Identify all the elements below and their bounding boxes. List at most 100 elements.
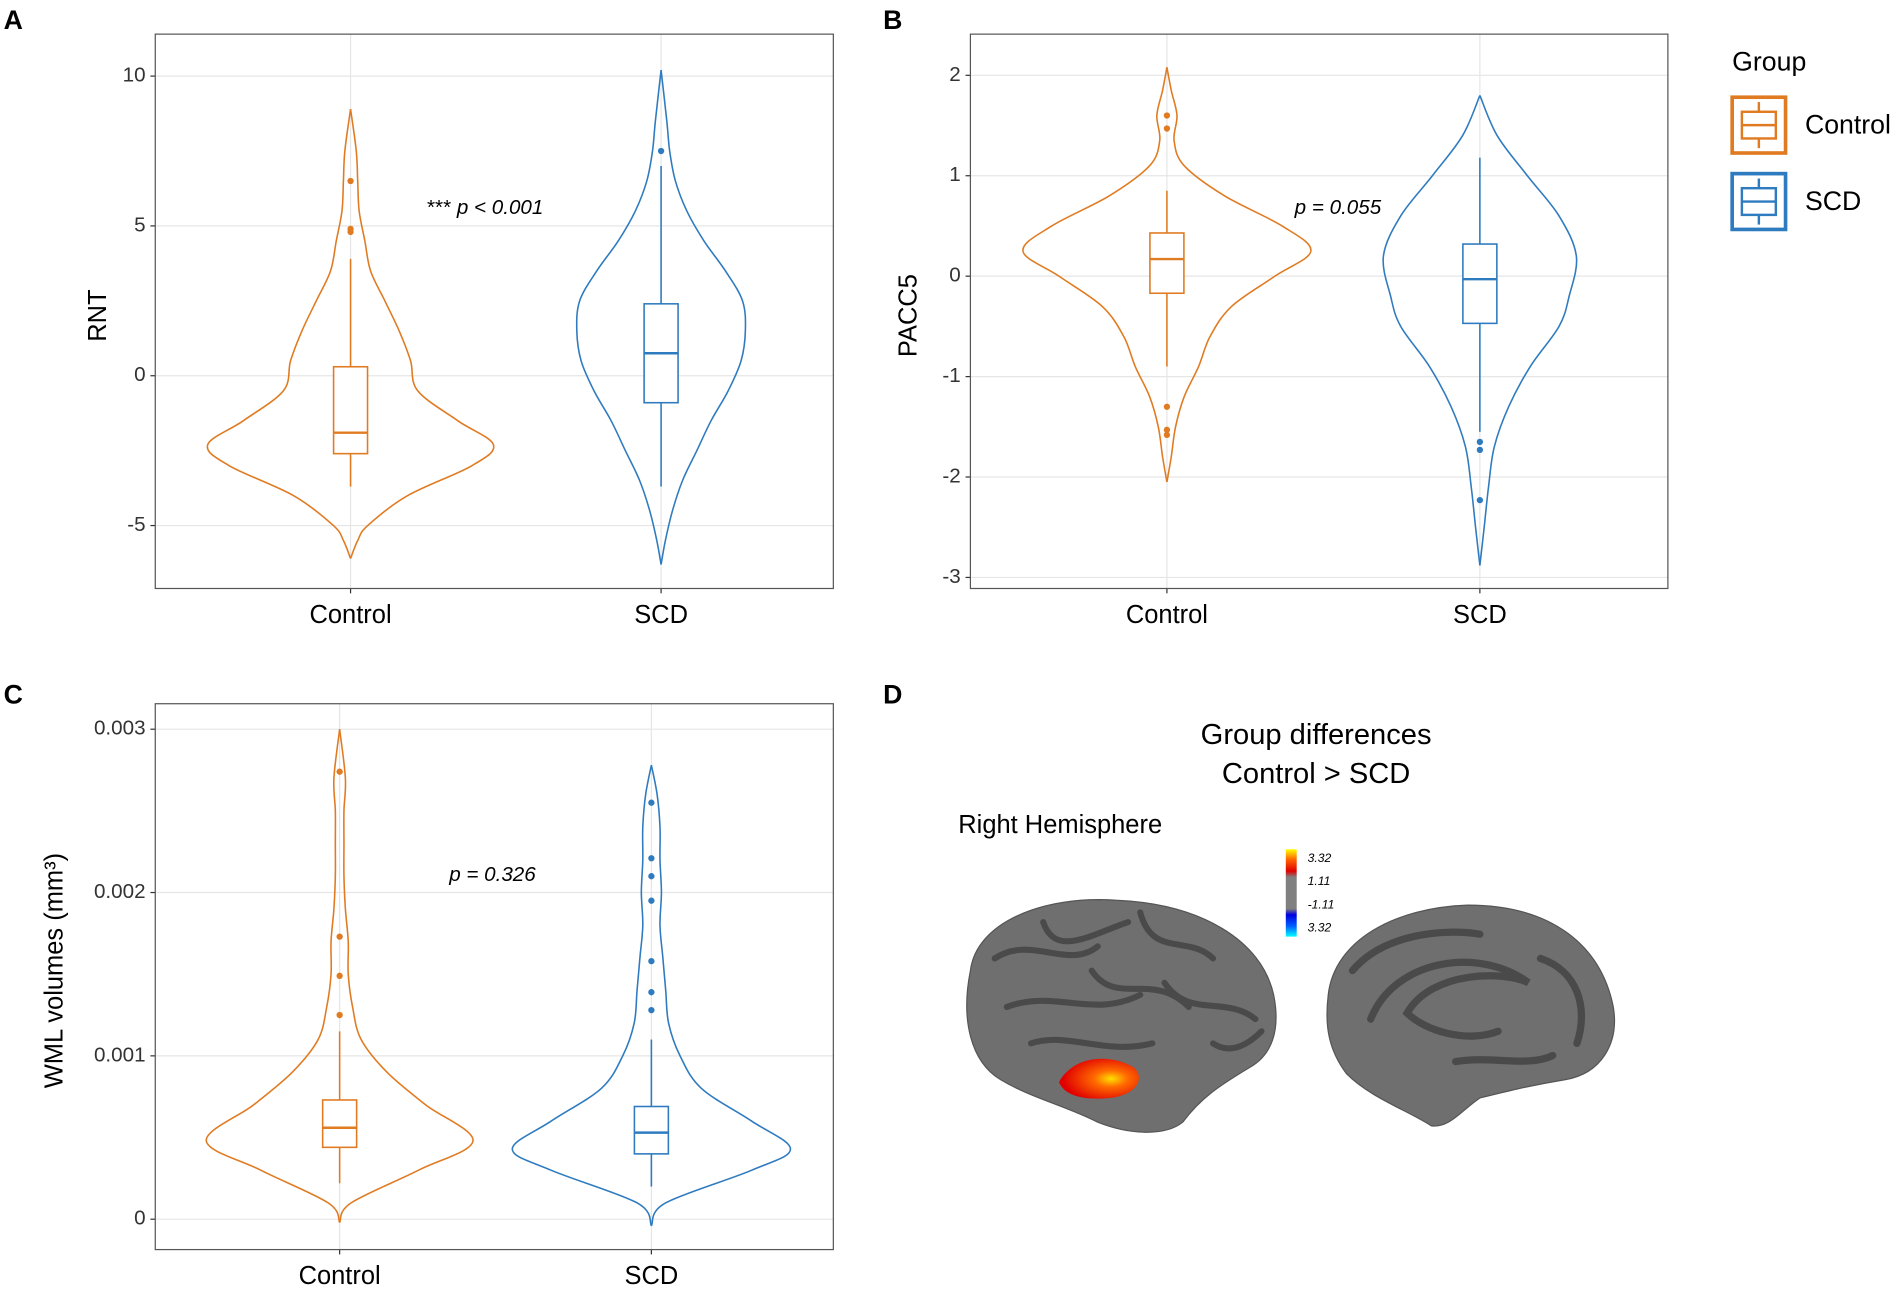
panel-letter: D	[883, 679, 902, 709]
panel-title: Control > SCD	[1222, 758, 1410, 790]
plot-border	[969, 33, 1669, 590]
violin-outline	[338, 729, 474, 1223]
annotation: p = 0.326	[448, 863, 536, 886]
hemisphere-label: Right Hemisphere	[958, 811, 1162, 839]
brain-lateral	[966, 899, 1277, 1133]
outlier	[648, 989, 655, 996]
outlier	[648, 855, 655, 862]
colorbar-label: 3.32	[1308, 851, 1332, 865]
annotation-text: p = 0.055	[1294, 196, 1382, 219]
panel: A -5 0 5 10 Control SCD RNT *** p < 0.001	[4, 5, 834, 629]
y-tick-label: 2	[949, 63, 960, 86]
y-tick-label: 0	[949, 264, 960, 287]
plot-border	[154, 33, 834, 590]
panel-letter: B	[883, 5, 902, 35]
outlier	[1476, 446, 1484, 454]
annotation-text: p = 0.326	[448, 863, 536, 886]
violin-outline	[205, 729, 341, 1223]
outlier	[347, 177, 354, 185]
x-tick-label: SCD	[624, 1262, 678, 1290]
annotation-text: p < 0.001	[456, 196, 544, 219]
outlier	[1163, 125, 1171, 132]
x-tick-label: Control	[1126, 601, 1208, 629]
outlier	[1163, 403, 1171, 410]
outlier	[1476, 438, 1484, 446]
y-axis-label: WML volumes (mm³)	[41, 853, 69, 1088]
outlier	[336, 972, 343, 979]
outlier	[648, 897, 655, 904]
box	[321, 1099, 358, 1149]
colorbar-label: 3.32	[1308, 920, 1332, 934]
plot-background	[155, 34, 834, 589]
panel-title: Group differences	[1201, 719, 1432, 751]
outlier	[1163, 431, 1171, 438]
y-tick-label: -1	[942, 364, 960, 387]
legend-key	[1730, 95, 1788, 155]
y-axis-label: RNT	[84, 289, 112, 341]
x-tick-label: SCD	[634, 601, 688, 629]
annotation-stars: ***	[427, 196, 451, 219]
panel: C 0 0.001 0.002 0.003 Control SCD WML volumes (…	[4, 679, 834, 1290]
panel: B -3 -2 -1 0 1 2 Control SCD PACC5 p = 0.055	[883, 5, 1669, 629]
violin-outline	[206, 108, 352, 559]
y-tick-label: 1	[949, 163, 960, 186]
outlier	[657, 147, 665, 155]
outlier	[336, 1011, 343, 1019]
violin-outline	[511, 764, 653, 1227]
outlier	[648, 799, 655, 806]
legend: Group Control SCD	[1730, 46, 1891, 232]
x-tick-label: Control	[299, 1262, 381, 1290]
plot-border	[154, 703, 834, 1251]
y-tick-label: 0.001	[94, 1043, 146, 1066]
y-tick-label: 5	[134, 213, 145, 236]
y-tick-label: 10	[123, 64, 146, 87]
violin-outline	[349, 108, 495, 559]
panel-d: D Group differences Control > SCD Right …	[883, 679, 1615, 1133]
box	[633, 1105, 670, 1155]
violin-outline	[1166, 67, 1312, 483]
outlier	[336, 933, 343, 940]
panel-letter: A	[4, 5, 23, 35]
annotation: *** p < 0.001	[427, 196, 543, 219]
legend-title: Group	[1732, 46, 1806, 76]
outlier	[336, 768, 343, 775]
y-axis-label: PACC5	[894, 274, 922, 357]
legend-label: Control	[1805, 109, 1891, 139]
annotation: p = 0.055	[1294, 196, 1382, 219]
y-tick-label: 0.003	[94, 717, 146, 740]
colorbar	[1285, 849, 1297, 937]
violin-outline	[1479, 95, 1578, 566]
plot-background	[155, 703, 834, 1250]
outlier	[1163, 112, 1171, 119]
outlier	[347, 228, 354, 236]
x-tick-label: Control	[310, 601, 392, 629]
outlier	[648, 873, 655, 880]
violin-outline	[575, 70, 662, 565]
legend-key	[1730, 171, 1788, 232]
x-tick-label: SCD	[1453, 601, 1507, 629]
plot-background	[970, 34, 1668, 589]
y-tick-label: -5	[127, 513, 145, 536]
colorbar-label: -1.11	[1308, 897, 1335, 911]
y-tick-label: -2	[942, 464, 960, 487]
box	[332, 365, 369, 455]
violin-outline	[660, 70, 747, 565]
y-tick-label: 0	[134, 1207, 145, 1230]
outlier	[1163, 426, 1171, 433]
y-tick-label: -3	[942, 565, 960, 588]
outlier	[648, 957, 655, 965]
outlier	[1476, 496, 1484, 504]
brain-medial	[1326, 904, 1615, 1127]
y-tick-label: 0	[134, 363, 145, 386]
violin-outline	[1022, 67, 1168, 483]
box	[1149, 232, 1185, 295]
legend-label: SCD	[1805, 186, 1861, 216]
outlier	[648, 1006, 655, 1014]
colorbar-label: 1.11	[1308, 874, 1331, 888]
panel-letter: C	[4, 679, 23, 709]
violin-outline	[1382, 95, 1481, 566]
y-tick-label: 0.002	[94, 880, 146, 903]
box	[1462, 243, 1498, 325]
violin-outline	[650, 764, 792, 1227]
